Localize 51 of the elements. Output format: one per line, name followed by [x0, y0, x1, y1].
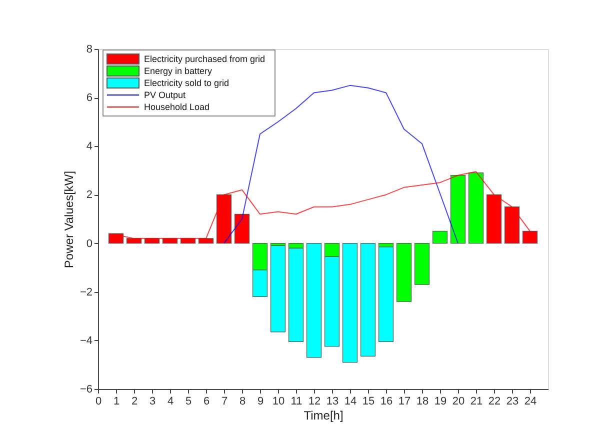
- y-tick-label: 6: [86, 92, 92, 104]
- x-tick-label: 20: [452, 396, 465, 408]
- y-tick-label: 4: [86, 140, 92, 153]
- x-tick-label: 9: [257, 396, 264, 408]
- x-tick-label: 6: [203, 396, 210, 408]
- legend-label: Electricity sold to grid: [144, 78, 230, 88]
- x-tick-label: 19: [434, 396, 447, 408]
- bar: [414, 242, 430, 285]
- x-tick-label: 18: [416, 396, 429, 408]
- legend-label: Electricity purchased from grid: [144, 54, 266, 64]
- x-tick-label: 12: [308, 396, 321, 408]
- bar: [360, 242, 376, 357]
- bar: [468, 172, 484, 244]
- y-tick-label: 2: [86, 189, 92, 202]
- bar: [306, 242, 322, 358]
- x-tick-label: 1: [113, 396, 120, 408]
- y-tick-label: −2: [80, 286, 92, 298]
- legend-label: Household Load: [144, 102, 210, 112]
- x-tick-label: 22: [488, 396, 501, 408]
- x-tick-label: 7: [221, 396, 228, 408]
- x-tick-label: 3: [149, 396, 156, 408]
- y-tick-label: 0: [86, 238, 92, 250]
- y-axis-title: Power Values[kW]: [62, 170, 76, 268]
- bar: [234, 214, 250, 244]
- bar: [450, 174, 466, 244]
- x-tick-label: 15: [362, 396, 375, 408]
- bar: [270, 245, 286, 332]
- bar: [378, 246, 394, 342]
- bar: [342, 242, 358, 363]
- y-tick-label: −4: [80, 334, 92, 347]
- y-tick-label: −6: [80, 384, 92, 396]
- x-tick-label: 5: [185, 396, 192, 408]
- x-tick-label: 4: [167, 396, 174, 408]
- y-tick-label: 8: [86, 44, 92, 56]
- legend-label: Energy in battery: [144, 66, 213, 76]
- x-tick-label: 2: [131, 396, 138, 408]
- x-tick-label: 16: [380, 396, 393, 408]
- x-tick-label: 23: [506, 396, 519, 408]
- x-tick-label: 21: [470, 396, 483, 408]
- bar: [396, 242, 412, 302]
- x-axis-title: Time[h]: [304, 408, 344, 422]
- x-tick-label: 17: [398, 396, 411, 408]
- x-tick-label: 24: [524, 396, 537, 408]
- x-tick-label: 14: [344, 396, 357, 408]
- x-tick-label: 13: [326, 396, 339, 408]
- x-tick-label: 10: [272, 396, 285, 408]
- bar: [432, 230, 448, 244]
- x-tick-label: 11: [290, 396, 302, 408]
- x-tick-label: 8: [239, 396, 246, 408]
- x-tick-label: 0: [95, 396, 102, 408]
- legend-label: PV Output: [144, 90, 186, 100]
